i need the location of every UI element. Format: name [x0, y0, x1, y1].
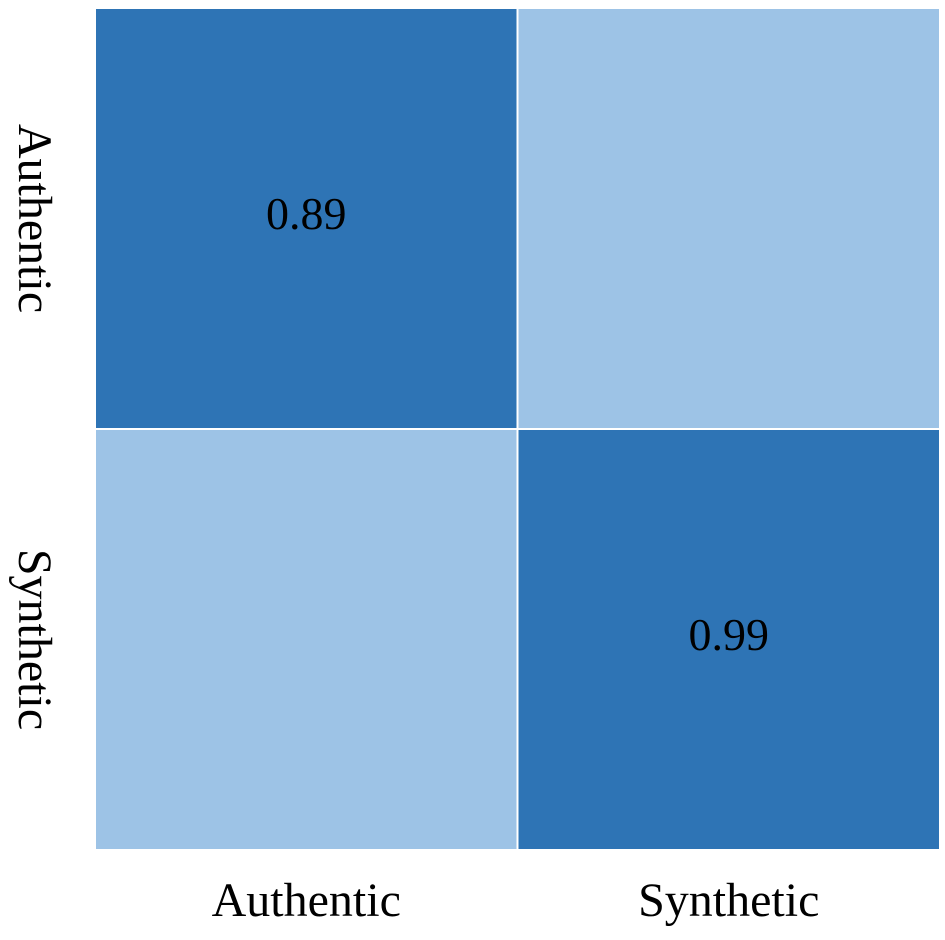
- cell-value: 0.99: [689, 609, 770, 660]
- heatmap-cell: [94, 428, 519, 851]
- heatmap-cell: [94, 7, 519, 430]
- heatmap-cell: [516, 7, 941, 430]
- y-tick-label: Authentic: [8, 124, 61, 313]
- cell-value: 0.89: [266, 188, 347, 239]
- x-tick-label: Authentic: [212, 874, 401, 927]
- x-tick-label: Synthetic: [638, 874, 819, 927]
- heatmap-cell: [516, 428, 941, 851]
- y-tick-label: Synthetic: [8, 549, 61, 730]
